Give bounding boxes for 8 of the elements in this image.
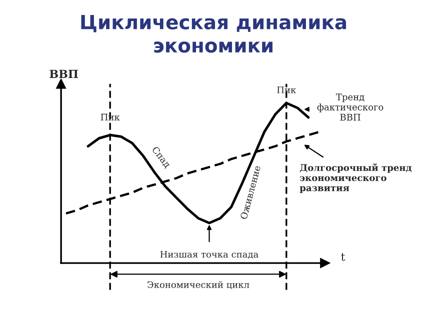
x-axis-title: t <box>341 253 346 261</box>
annotation: Тренд фактического ВВП <box>317 94 384 120</box>
annotation: Низшая точка спада <box>160 250 258 259</box>
annotation: Долгосрочный тренд экономического развития <box>300 163 412 193</box>
text: Пик <box>277 86 296 94</box>
chart-title: Циклическая динамика экономики <box>81 15 346 53</box>
y-axis-title: ВВП <box>50 70 78 78</box>
text: Экономический цикл <box>147 281 250 290</box>
